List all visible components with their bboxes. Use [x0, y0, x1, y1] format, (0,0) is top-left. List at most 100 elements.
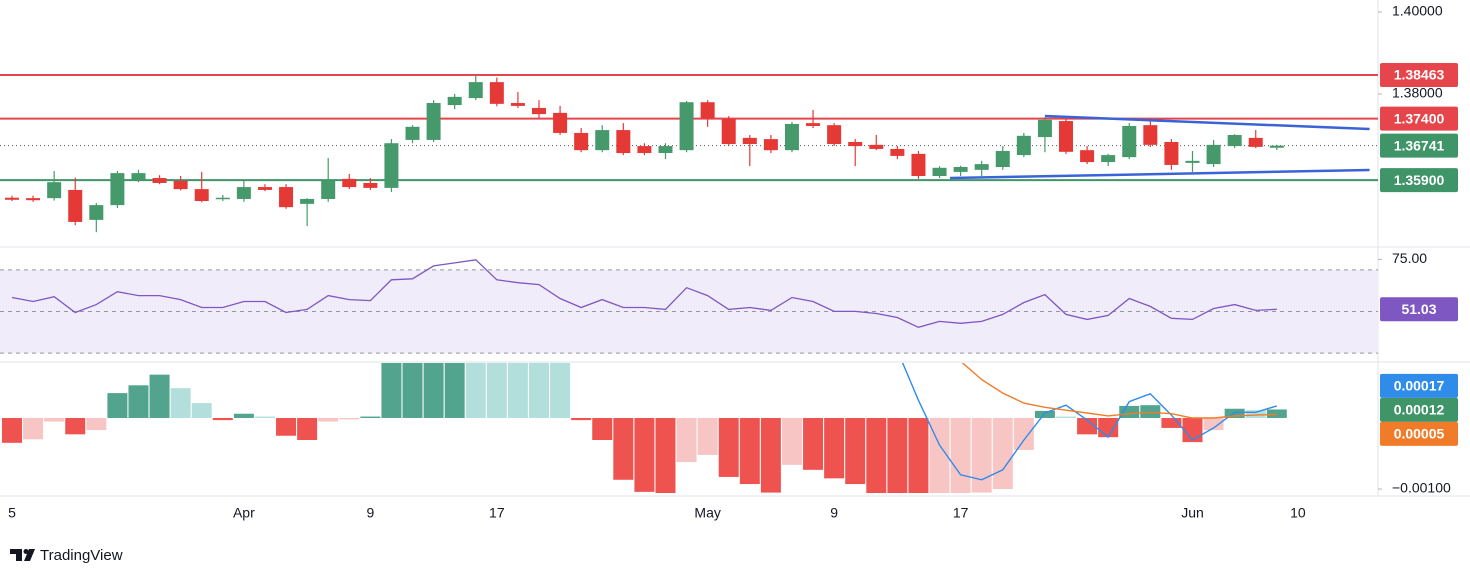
x-tick-label: 9: [366, 505, 374, 521]
histogram-bar: [507, 363, 528, 418]
logo-part: [23, 549, 29, 554]
candle-body: [1185, 160, 1200, 163]
histogram-bar: [655, 417, 676, 493]
histogram-bar: [1, 417, 22, 443]
price-tag-label: 0.00012: [1394, 402, 1445, 418]
candle-body: [510, 103, 525, 106]
logo-part: [16, 549, 22, 561]
histogram-bar: [803, 417, 824, 470]
histogram-bar: [571, 417, 592, 421]
price-tag: [1380, 297, 1458, 322]
y-tick-label: 75.00: [1392, 250, 1427, 266]
candle-body: [215, 197, 230, 200]
price-tag: [1380, 168, 1458, 193]
histogram-bar: [23, 417, 44, 440]
candle-body: [532, 107, 547, 115]
histogram-bar: [339, 417, 360, 420]
candle-body: [173, 180, 188, 190]
histogram-bar: [1098, 417, 1119, 438]
candle-body: [1248, 137, 1263, 147]
trendline: [1044, 114, 1370, 131]
histogram-bar: [1203, 417, 1224, 431]
histogram-bar: [402, 363, 423, 418]
histogram-bar: [550, 363, 571, 418]
histogram-bar: [360, 416, 381, 418]
histogram-bar: [1034, 410, 1055, 418]
histogram-bar: [1182, 417, 1203, 443]
price-tag: [1380, 421, 1458, 446]
branding: TradingView: [40, 547, 123, 564]
candle-body: [26, 198, 41, 201]
x-tick-label: 17: [953, 505, 969, 521]
histogram-bar: [170, 388, 191, 418]
macd-line: [901, 363, 1278, 481]
histogram-bar: [929, 417, 950, 493]
candle-body: [342, 178, 357, 188]
histogram-bar: [1077, 417, 1098, 435]
panel: [0, 259, 1378, 354]
candle-body: [890, 148, 905, 156]
x-tick-label: May: [694, 505, 720, 521]
histogram-bar: [1013, 417, 1034, 450]
candle-body: [1016, 135, 1031, 156]
candle-body: [658, 146, 673, 154]
histogram-bar: [381, 363, 402, 418]
candle-body: [363, 182, 378, 188]
histogram-bar: [824, 417, 845, 479]
price-tag: [1380, 397, 1458, 422]
histogram-bar: [781, 417, 802, 465]
y-tick-label: −0.00100: [1392, 480, 1451, 496]
histogram-bar: [107, 393, 128, 418]
histogram-bar: [866, 417, 887, 493]
candle-body: [574, 132, 589, 151]
histogram-bar: [86, 417, 107, 431]
candle-body: [616, 130, 631, 154]
candle-body: [4, 197, 19, 200]
candle-body: [784, 123, 799, 151]
candle-body: [742, 137, 757, 145]
candle-body: [974, 164, 989, 170]
histogram-bar: [191, 403, 212, 418]
histogram-bar: [233, 413, 254, 418]
histogram-bar: [149, 374, 170, 418]
candle-body: [1164, 141, 1179, 165]
panel: [0, 74, 1378, 233]
candle-body: [827, 125, 842, 145]
histogram-bar: [887, 417, 908, 493]
candle-body: [995, 150, 1010, 167]
panel: [1, 363, 1287, 493]
candle-body: [194, 189, 209, 202]
histogram-bar: [254, 416, 275, 418]
histogram-bar: [971, 417, 992, 493]
signal-line: [961, 363, 1277, 419]
price-tag-label: 1.36741: [1394, 137, 1445, 153]
histogram-bar: [486, 363, 507, 418]
candle-body: [806, 123, 821, 126]
histogram-bar: [845, 417, 866, 485]
candle-body: [1037, 119, 1052, 138]
histogram-bar: [465, 363, 486, 418]
candle-body: [47, 182, 62, 199]
candle-body: [279, 187, 294, 208]
candle-body: [1206, 144, 1221, 165]
y-tick-label: 1.38000: [1392, 85, 1443, 101]
candle-body: [553, 112, 568, 133]
price-tag: [1380, 63, 1458, 88]
histogram-bar: [276, 417, 297, 436]
candle-body: [721, 119, 736, 145]
histogram-bar: [65, 417, 86, 435]
histogram-bar: [697, 417, 718, 455]
histogram-bar: [634, 417, 655, 492]
candle-body: [236, 187, 251, 199]
price-tag-label: 1.35900: [1394, 172, 1445, 188]
candle-body: [595, 130, 610, 151]
candle-body: [468, 82, 483, 99]
x-tick-label: 10: [1290, 505, 1306, 521]
candle-body: [1080, 150, 1095, 163]
histogram-bar: [718, 417, 739, 477]
histogram-bar: [297, 417, 318, 441]
candle-body: [763, 139, 778, 151]
rsi-line: [11, 259, 1277, 328]
